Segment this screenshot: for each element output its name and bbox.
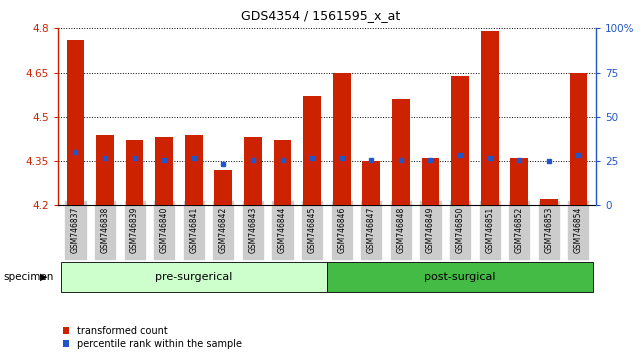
- Bar: [422, 158, 439, 205]
- Bar: [244, 137, 262, 205]
- Bar: [67, 40, 85, 205]
- Bar: [215, 170, 232, 205]
- Text: ▶: ▶: [40, 272, 47, 282]
- Bar: [569, 73, 587, 205]
- Bar: [274, 141, 292, 205]
- Bar: [155, 137, 173, 205]
- Text: post-surgical: post-surgical: [424, 272, 495, 282]
- Bar: [333, 73, 351, 205]
- Text: GDS4354 / 1561595_x_at: GDS4354 / 1561595_x_at: [241, 9, 400, 22]
- Bar: [96, 135, 114, 205]
- Bar: [362, 161, 380, 205]
- Text: specimen: specimen: [3, 272, 54, 282]
- Text: pre-surgerical: pre-surgerical: [155, 272, 233, 282]
- Bar: [126, 141, 144, 205]
- Bar: [392, 99, 410, 205]
- Bar: [451, 75, 469, 205]
- Bar: [481, 31, 499, 205]
- Legend: transformed count, percentile rank within the sample: transformed count, percentile rank withi…: [63, 326, 242, 349]
- Bar: [185, 135, 203, 205]
- Bar: [303, 96, 321, 205]
- Bar: [540, 199, 558, 205]
- Bar: [510, 158, 528, 205]
